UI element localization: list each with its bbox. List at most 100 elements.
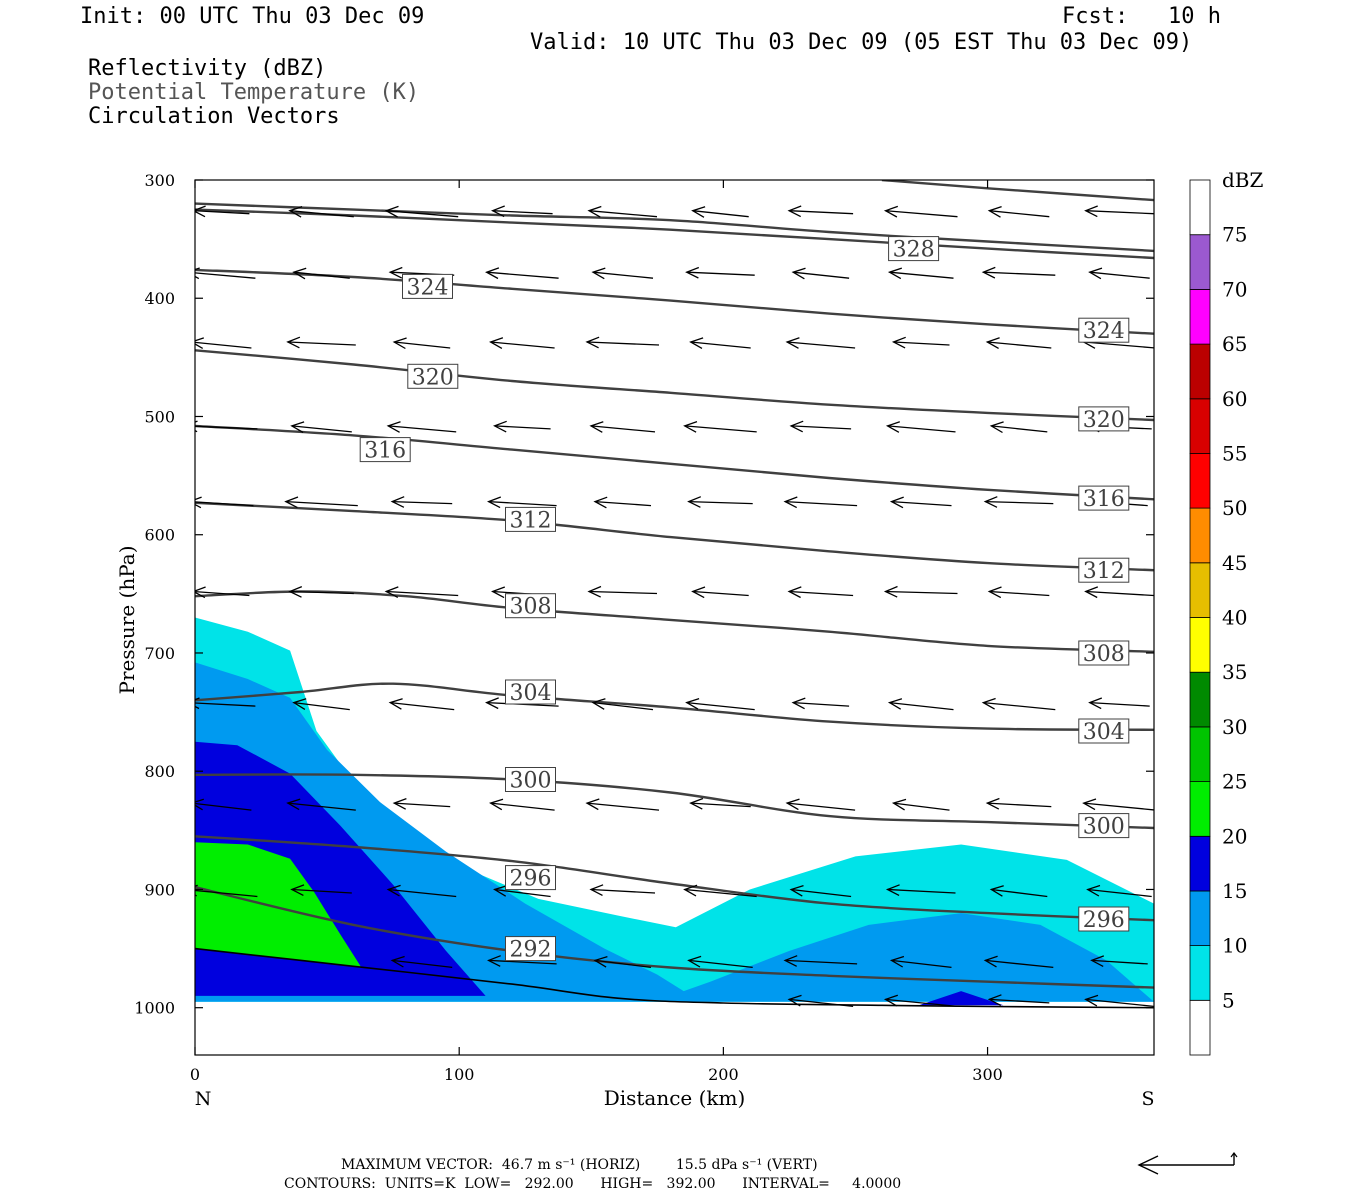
colorbar-tick-label: 15 xyxy=(1222,879,1247,903)
svg-text:300: 300 xyxy=(1083,815,1125,840)
contour-label-312: 312 xyxy=(505,506,556,533)
circulation-vector xyxy=(392,797,451,810)
circulation-vector xyxy=(1084,994,1154,1008)
contour-label-304: 304 xyxy=(505,679,556,706)
theta-contour-336 xyxy=(881,180,1154,202)
circulation-vector xyxy=(691,206,749,218)
theta-contour-328 xyxy=(195,208,1154,260)
theta-contour-304 xyxy=(195,682,1154,731)
circulation-vector xyxy=(783,496,858,509)
theta-contour-292 xyxy=(195,885,1154,989)
contour-label-320: 320 xyxy=(407,363,459,390)
circulation-vector xyxy=(689,797,751,810)
svg-text:312: 312 xyxy=(1083,559,1125,584)
svg-text:308: 308 xyxy=(510,595,552,620)
circulation-vector xyxy=(489,337,555,349)
field-circulation-vectors: Circulation Vectors xyxy=(88,104,340,129)
theta-contour-316 xyxy=(195,424,1154,501)
x-tick-label: 300 xyxy=(972,1065,1003,1084)
contour-label-300: 300 xyxy=(505,767,556,794)
reflectivity-region-20 xyxy=(195,842,362,968)
circulation-vector xyxy=(785,337,856,349)
circulation-vector xyxy=(1082,798,1154,811)
circulation-vector xyxy=(683,420,757,433)
theta-contour-308 xyxy=(195,590,1154,653)
circulation-vector xyxy=(386,421,457,433)
theta-contour-332 xyxy=(195,202,1154,253)
svg-text:296: 296 xyxy=(1083,908,1125,933)
colorbar-swatch xyxy=(1189,890,1211,947)
circulation-vector xyxy=(887,267,954,280)
x-end-label-right: S xyxy=(1141,1088,1154,1110)
colorbar-swatch xyxy=(1189,398,1211,454)
circulation-vector xyxy=(585,336,660,349)
colorbar-tick-label: 65 xyxy=(1222,332,1247,356)
svg-text:304: 304 xyxy=(510,681,552,706)
circulation-vector xyxy=(885,421,956,433)
contour-label-324: 324 xyxy=(1078,317,1130,344)
circulation-vector xyxy=(288,205,354,218)
circulation-vector xyxy=(883,205,958,218)
circulation-vector xyxy=(384,586,459,598)
circulation-vector xyxy=(587,585,658,598)
colorbar-swatch xyxy=(1189,288,1211,345)
circulation-vector xyxy=(989,421,1048,434)
x-tick-label: 200 xyxy=(708,1065,739,1084)
circulation-vector xyxy=(386,884,457,898)
circulation-vector xyxy=(1084,205,1154,218)
contour-label-304: 304 xyxy=(1078,718,1130,745)
colorbar-tick-label: 30 xyxy=(1222,715,1247,739)
contour-label-308: 308 xyxy=(505,593,556,620)
colorbar-tick-label: 25 xyxy=(1222,770,1247,794)
colorbar-tick-label: 55 xyxy=(1222,441,1247,465)
theta-contour-312 xyxy=(195,501,1154,572)
reference-vector xyxy=(1137,1152,1238,1175)
colorbar-swatch xyxy=(1189,726,1211,783)
circulation-vector xyxy=(392,337,451,350)
x-tick-label: 100 xyxy=(444,1065,475,1084)
contour-label-308: 308 xyxy=(1078,640,1130,667)
contour-label-324: 324 xyxy=(402,273,453,300)
circulation-vector xyxy=(983,955,1054,969)
colorbar-swatch xyxy=(1189,671,1211,728)
theta-contour-320 xyxy=(195,349,1154,422)
colorbar-swatch xyxy=(1189,945,1211,1001)
y-tick-label: 500 xyxy=(144,407,175,426)
circulation-vector xyxy=(286,798,356,811)
circulation-vector xyxy=(487,955,557,967)
svg-text:292: 292 xyxy=(510,938,552,963)
circulation-vector xyxy=(1086,884,1152,898)
circulation-vector xyxy=(691,586,749,599)
circulation-vector xyxy=(891,336,950,349)
circulation-vector xyxy=(589,884,656,896)
colorbar-swatch xyxy=(1189,999,1211,1056)
y-tick-label: 1000 xyxy=(134,999,175,1018)
circulation-vector xyxy=(987,994,1050,1006)
circulation-vector xyxy=(791,267,850,280)
circulation-vector xyxy=(1088,267,1150,280)
circulation-vector xyxy=(787,205,854,218)
colorbar-swatch xyxy=(1189,781,1211,837)
circulation-vector xyxy=(288,585,354,598)
colorbar-tick-label: 70 xyxy=(1222,277,1247,301)
y-tick-label: 400 xyxy=(144,289,175,308)
circulation-vector xyxy=(593,496,652,509)
circulation-vector xyxy=(292,267,350,280)
colorbar-tick-label: 20 xyxy=(1222,824,1247,848)
colorbar-title: dBZ xyxy=(1222,168,1264,192)
contour-label-296: 296 xyxy=(505,865,556,892)
x-end-label-left: N xyxy=(195,1088,212,1110)
circulation-vector xyxy=(593,955,652,969)
circulation-vector xyxy=(290,421,352,433)
svg-text:312: 312 xyxy=(510,508,552,533)
circulation-vector xyxy=(195,205,250,218)
circulation-vector xyxy=(284,496,358,509)
circulation-vector xyxy=(885,884,956,896)
circulation-vector xyxy=(489,798,555,811)
circulation-vector xyxy=(683,884,757,898)
forecast-hour: Fcst: 10 h xyxy=(1062,4,1221,29)
valid-time: Valid: 10 UTC Thu 03 Dec 09 (05 EST Thu … xyxy=(530,30,1193,55)
colorbar-tick-label: 50 xyxy=(1222,496,1247,520)
svg-text:320: 320 xyxy=(1083,408,1125,433)
